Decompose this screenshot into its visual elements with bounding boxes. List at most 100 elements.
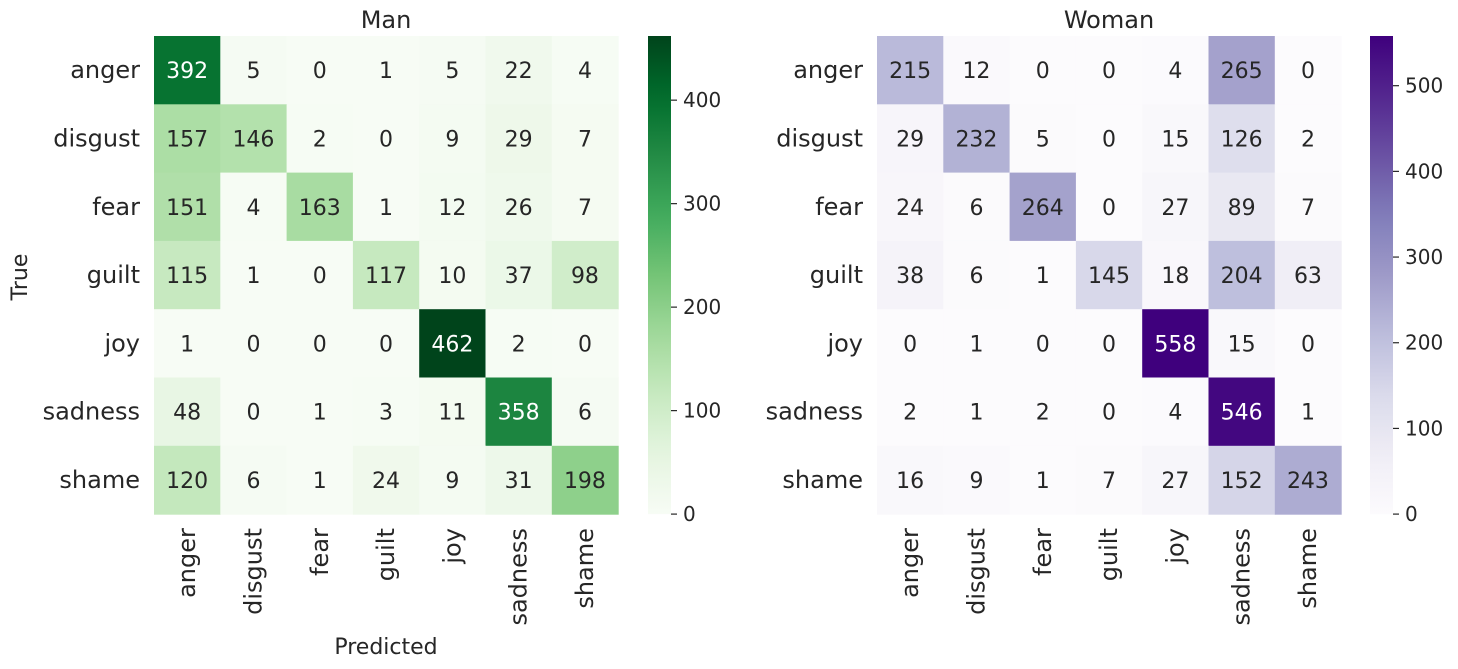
cell-value-label: 1 [246, 264, 260, 289]
cell-value-label: 5 [1036, 127, 1050, 152]
heatmap-cell [352, 309, 420, 379]
row-tick-label: sadness [43, 398, 140, 426]
cell-value-label: 2 [512, 332, 526, 357]
cell-value-label: 9 [445, 127, 459, 152]
heatmap-cell [154, 240, 221, 310]
cell-value-label: 115 [166, 264, 208, 289]
cell-value-label: 12 [438, 196, 466, 221]
row-tick-label: shame [59, 466, 140, 494]
cell-value-label: 2 [313, 127, 327, 152]
heatmap-cell [419, 172, 487, 242]
woman-col-labels: anger disgust fear guilt joy sadness shame [896, 528, 1322, 626]
cell-value-label: 198 [564, 469, 606, 494]
cell-value-label: 0 [379, 127, 393, 152]
cell-value-label: 392 [166, 59, 208, 84]
colorbar-tick-label: 400 [683, 88, 721, 112]
row-tick-label: fear [815, 193, 863, 221]
cell-value-label: 462 [431, 332, 473, 357]
cell-value-label: 0 [1102, 59, 1116, 84]
heatmap-cell [485, 445, 553, 515]
heatmap-cell [551, 240, 619, 310]
colorbar-tick-label: 300 [1405, 245, 1443, 269]
row-tick-label: fear [92, 193, 140, 221]
heatmap-cell [485, 377, 553, 447]
heatmap-cell [551, 377, 619, 447]
heatmap-cell [943, 36, 1011, 105]
cell-value-label: 22 [505, 59, 533, 84]
heatmap-cell [220, 445, 288, 515]
heatmap-cell [1142, 104, 1210, 174]
colorbar-tick-label: 0 [683, 502, 696, 526]
heatmap-cell [154, 309, 221, 379]
row-tick-label: joy [826, 329, 863, 357]
heatmap-cell [1274, 104, 1342, 174]
heatmap-cell [1274, 36, 1342, 105]
heatmap-cell [1208, 104, 1276, 174]
cell-value-label: 0 [246, 401, 260, 426]
cell-value-label: 0 [1102, 196, 1116, 221]
heatmap-cell [551, 172, 619, 242]
cell-value-label: 1 [969, 332, 983, 357]
heatmap-cell [1009, 445, 1077, 515]
row-tick-label: sadness [766, 398, 863, 426]
heatmap-cell [1208, 309, 1276, 379]
heatmap-cell [1009, 172, 1077, 242]
cell-value-label: 38 [896, 264, 924, 289]
heatmap-cell [1208, 240, 1276, 310]
cell-value-label: 151 [166, 196, 208, 221]
heatmap-cell [1075, 377, 1143, 447]
cell-value-label: 558 [1154, 332, 1196, 357]
heatmap-cell [352, 445, 420, 515]
cell-value-label: 126 [1221, 127, 1263, 152]
heatmap-cell [943, 240, 1011, 310]
cell-value-label: 4 [578, 59, 592, 84]
row-tick-label: anger [793, 56, 863, 84]
cell-value-label: 2 [1036, 401, 1050, 426]
heatmap-cell [485, 240, 553, 310]
cell-value-label: 16 [896, 469, 924, 494]
col-tick-label: disgust [962, 528, 990, 615]
cell-value-label: 204 [1221, 264, 1263, 289]
heatmap-cell [877, 104, 944, 174]
heatmap-cell [1075, 36, 1143, 105]
heatmap-cell [1274, 240, 1342, 310]
heatmap-cell [286, 377, 354, 447]
heatmap-cell [1274, 309, 1342, 379]
heatmap-cell [877, 377, 944, 447]
man-col-labels: anger disgust fear guilt joy sadness shame [173, 528, 599, 626]
cell-value-label: 11 [438, 401, 466, 426]
heatmap-cell [286, 240, 354, 310]
cell-value-label: 7 [578, 127, 592, 152]
cell-value-label: 1 [969, 401, 983, 426]
heatmap-cell [154, 36, 221, 105]
heatmap-cell [154, 104, 221, 174]
heatmap-cell [1142, 309, 1210, 379]
heatmap-cell [943, 445, 1011, 515]
heatmap-cell [352, 104, 420, 174]
cell-value-label: 6 [969, 264, 983, 289]
heatmap-cell [1075, 240, 1143, 310]
row-tick-label: guilt [87, 261, 140, 289]
cell-value-label: 63 [1294, 264, 1322, 289]
col-tick-label: fear [306, 528, 334, 576]
cell-value-label: 157 [166, 127, 208, 152]
cell-value-label: 29 [505, 127, 533, 152]
cell-value-label: 163 [299, 196, 341, 221]
col-tick-label: disgust [239, 528, 267, 615]
heatmap-cell [877, 172, 944, 242]
heatmap-cell [1274, 377, 1342, 447]
colorbar-tick-label: 200 [1405, 331, 1443, 355]
cell-value-label: 0 [1301, 59, 1315, 84]
colorbar-tick-label: 100 [1405, 416, 1443, 440]
cell-value-label: 215 [889, 59, 931, 84]
heatmap-cell [1142, 36, 1210, 105]
heatmap-cell [1009, 240, 1077, 310]
cell-value-label: 48 [173, 401, 201, 426]
heatmap-cell [220, 309, 288, 379]
heatmap-cell [286, 445, 354, 515]
heatmap-cell [1009, 36, 1077, 105]
col-tick-label: shame [571, 528, 599, 609]
heatmap-cell [352, 240, 420, 310]
heatmap-cell [1208, 445, 1276, 515]
